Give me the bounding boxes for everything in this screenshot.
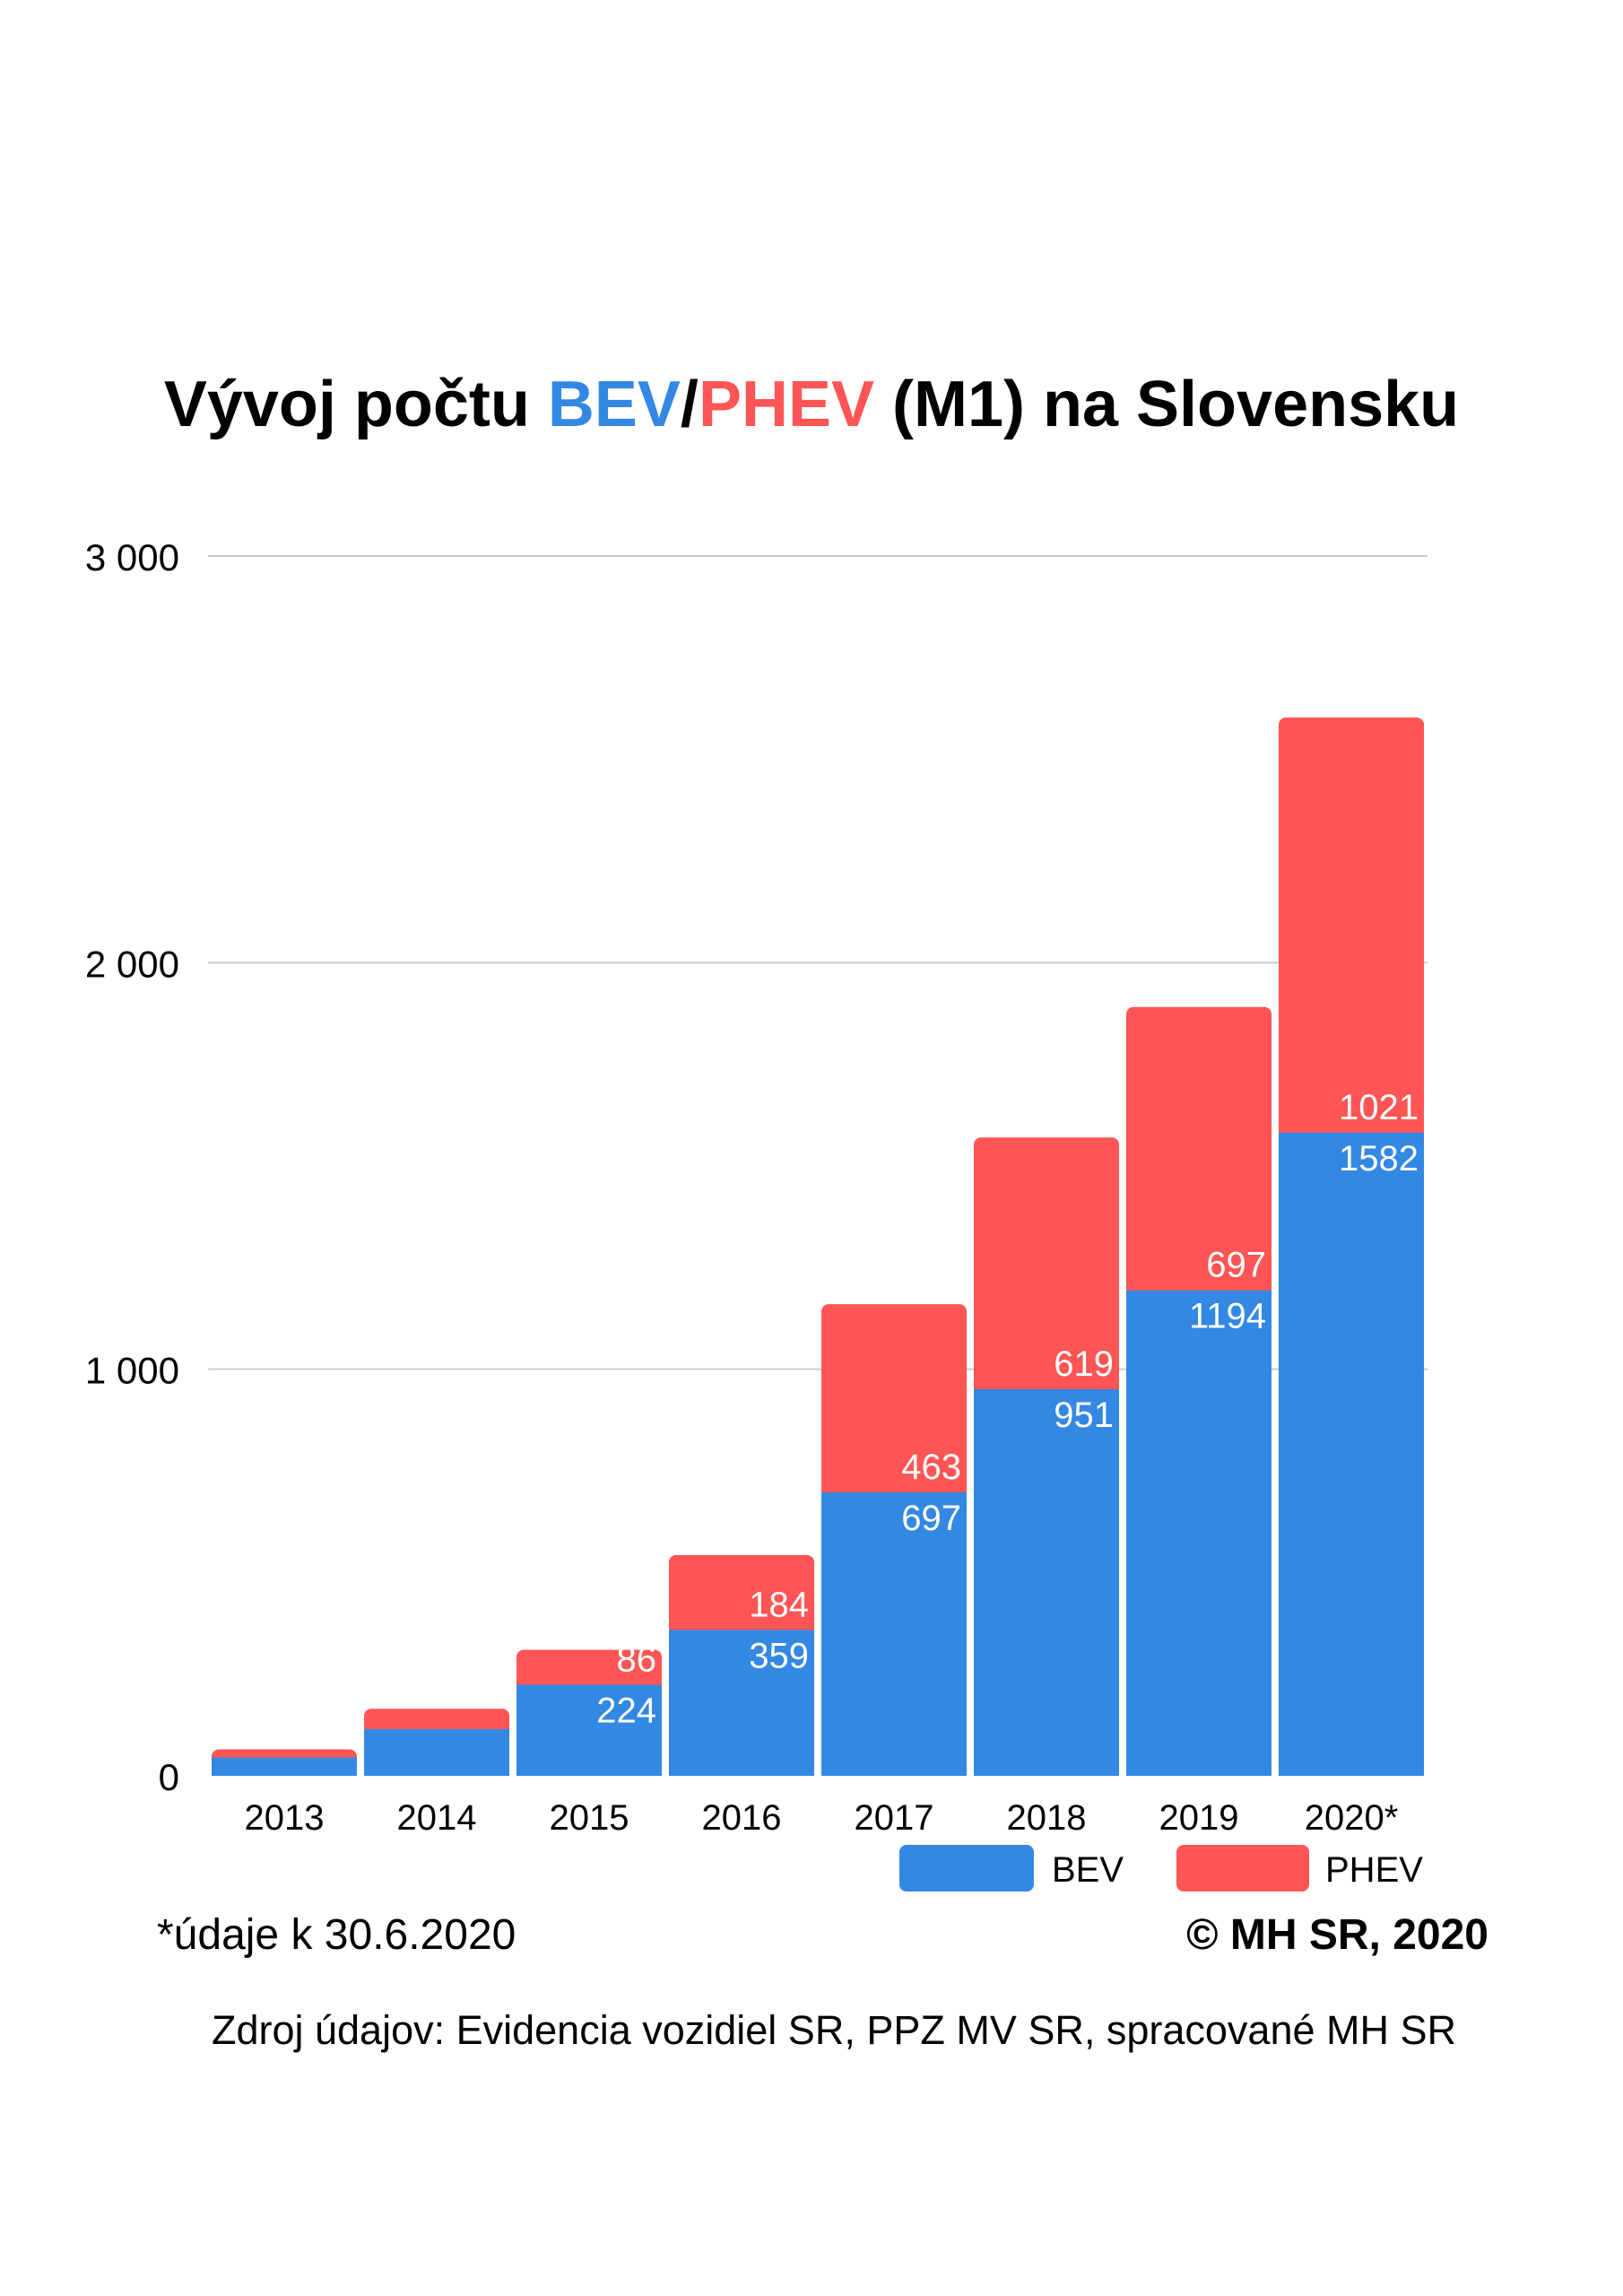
y-tick-label: 3 000: [85, 536, 179, 578]
x-tick-label: 2020*: [1305, 1798, 1399, 1838]
data-label-bev: 697: [901, 1499, 961, 1538]
data-label-phev: 184: [749, 1585, 809, 1624]
y-tick-label: 1 000: [85, 1350, 179, 1392]
title-phev: PHEV: [698, 369, 875, 440]
bar-bev: [669, 1630, 814, 1776]
bar-base: [516, 1767, 662, 1776]
x-tick-label: 2017: [855, 1798, 934, 1838]
data-label-phev: 1021: [1339, 1088, 1419, 1127]
y-tick-label: 0: [159, 1756, 179, 1798]
bar-bev: [974, 1388, 1119, 1776]
bar-bev: [821, 1492, 967, 1776]
x-tick-label: 2014: [397, 1798, 477, 1838]
bar-bev: [516, 1684, 662, 1776]
data-label-phev: 619: [1054, 1344, 1114, 1384]
bar-base: [212, 1767, 357, 1776]
copyright: © MH SR, 2020: [1186, 1911, 1488, 1959]
data-label-bev: 1582: [1339, 1139, 1419, 1178]
legend-label: PHEV: [1325, 1850, 1423, 1890]
title-suffix: (M1) na Slovensku: [874, 369, 1460, 440]
bar-base: [1126, 1767, 1271, 1776]
title-slash: /: [680, 369, 699, 440]
x-tick-label: 2016: [702, 1798, 782, 1838]
title-bev: BEV: [547, 369, 681, 440]
legend-label: BEV: [1052, 1850, 1124, 1890]
bar-base: [364, 1767, 509, 1776]
x-tick-label: 2019: [1159, 1798, 1239, 1838]
data-label-bev: 359: [749, 1636, 809, 1675]
x-tick-label: 2013: [245, 1798, 325, 1838]
data-label-phev: 463: [901, 1448, 961, 1487]
x-tick-label: 2018: [1007, 1798, 1087, 1838]
bar-base: [974, 1767, 1119, 1776]
data-label-bev: 951: [1054, 1396, 1114, 1435]
bar-bev: [1279, 1132, 1424, 1776]
footnote: *údaje k 30.6.2020: [157, 1911, 516, 1959]
bar-base: [1279, 1767, 1424, 1776]
bar-base: [821, 1767, 967, 1776]
stacked-bar-chart: 0 1 000 2 000 3 000 2013 2014 86 224 2015 184 359 2…: [85, 536, 1428, 1892]
y-tick-label: 2 000: [85, 943, 179, 985]
data-label-bev: 1194: [1189, 1297, 1266, 1336]
legend-swatch: [899, 1845, 1034, 1892]
legend-swatch: [1176, 1845, 1309, 1892]
data-label-phev: 697: [1206, 1246, 1266, 1285]
data-label-phev: 86: [617, 1639, 657, 1679]
chart-title: Vývoj počtu BEV/PHEV (M1) na Slovensku: [0, 368, 1623, 441]
x-tick-label: 2015: [550, 1798, 629, 1838]
title-prefix: Vývoj počtu: [163, 369, 548, 440]
data-source: Zdroj údajov: Evidencia vozidiel SR, PPZ…: [211, 2007, 1457, 2053]
bar-base: [669, 1767, 814, 1776]
data-label-bev: 224: [596, 1691, 656, 1730]
bar-bev: [1126, 1290, 1271, 1776]
